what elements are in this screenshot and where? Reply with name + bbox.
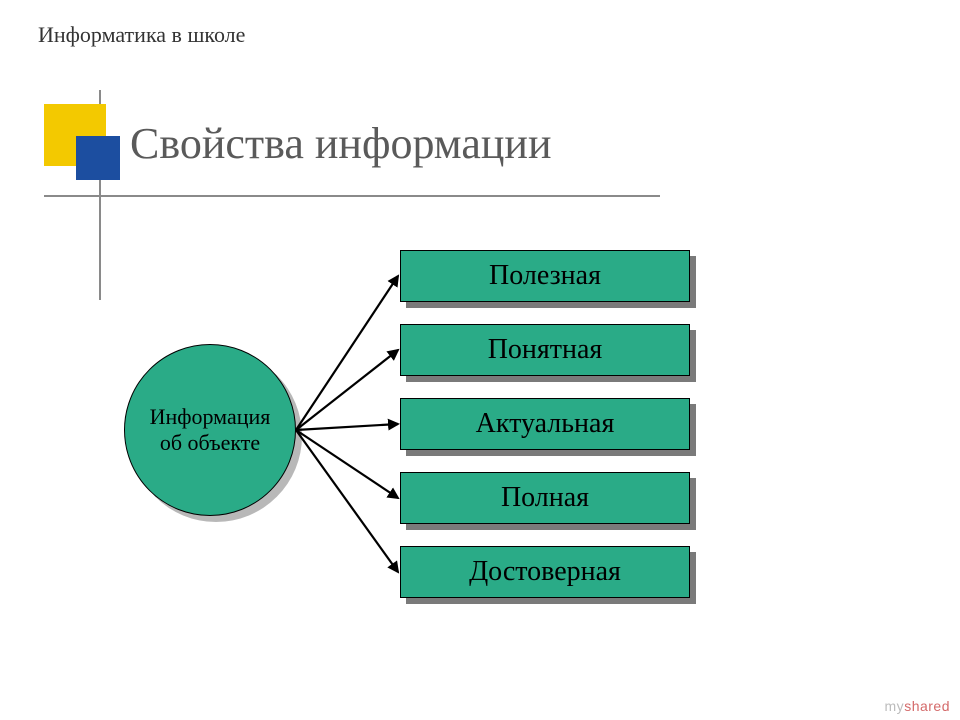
source-node-label-line1: Информация — [150, 404, 271, 429]
watermark-red: shared — [904, 698, 950, 714]
source-node-label: Информация об объекте — [150, 404, 271, 457]
source-node-circle: Информация об объекте — [124, 344, 296, 516]
property-box: Полная — [400, 472, 690, 524]
property-box-body: Понятная — [400, 324, 690, 376]
property-box: Достоверная — [400, 546, 690, 598]
property-box: Понятная — [400, 324, 690, 376]
slide-title: Свойства информации — [130, 118, 552, 169]
property-box-body: Актуальная — [400, 398, 690, 450]
slide-title-text: Свойства информации — [130, 119, 552, 168]
property-box-body: Полная — [400, 472, 690, 524]
property-box-body: Достоверная — [400, 546, 690, 598]
property-box-body: Полезная — [400, 250, 690, 302]
property-box: Актуальная — [400, 398, 690, 450]
property-box-label: Актуальная — [476, 408, 615, 440]
source-node: Информация об объекте — [124, 344, 296, 516]
property-box-label: Полезная — [489, 260, 601, 292]
watermark: myshared — [885, 698, 950, 714]
property-box-label: Понятная — [488, 334, 603, 366]
property-box: Полезная — [400, 250, 690, 302]
decor-blue-square — [76, 136, 120, 180]
source-node-label-line2: об объекте — [160, 430, 260, 455]
slide: { "canvas": { "width": 960, "height": 72… — [0, 0, 960, 720]
property-box-label: Полная — [501, 482, 589, 514]
property-box-label: Достоверная — [469, 556, 621, 588]
watermark-gray: my — [885, 698, 905, 714]
